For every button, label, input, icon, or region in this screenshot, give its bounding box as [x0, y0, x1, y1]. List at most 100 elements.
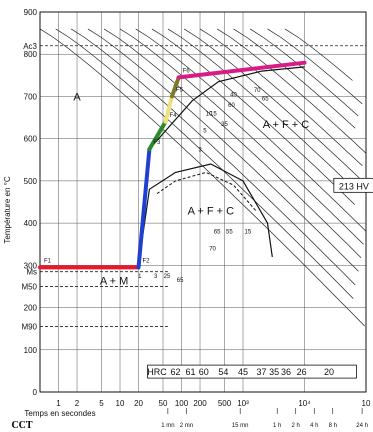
hv-box — [333, 177, 373, 193]
y-tick-label: 300 — [24, 261, 38, 270]
cooling-curve — [249, 28, 359, 117]
time-tick-label: 24 h — [356, 423, 368, 429]
series-label: F1 — [44, 258, 52, 264]
time-tick-label: 1 h — [273, 423, 281, 429]
cooling-curve — [70, 28, 356, 286]
time-tick-label: 8 h — [329, 423, 337, 429]
series-label: F5 — [176, 87, 184, 93]
curve-label: 1 — [138, 274, 142, 280]
cooling-curve — [119, 28, 364, 245]
hrc-value: 37 — [257, 367, 267, 377]
cooling-curve — [55, 28, 354, 299]
hrc-value: 26 — [297, 367, 307, 377]
curve-label: 65 — [262, 97, 269, 103]
hardness-row: HRC 62 61 60 54 45 37 35 36 26 20 213 HV — [147, 177, 373, 379]
hrc-value: 36 — [281, 367, 291, 377]
x-tick-label: 2 — [75, 399, 80, 408]
hrc-value: 45 — [238, 367, 248, 377]
series-F2 — [136, 147, 152, 270]
x-tick-label: 20 — [134, 399, 143, 408]
cooling-curve — [167, 28, 358, 192]
series-F5 — [170, 75, 181, 99]
series-F4 — [163, 94, 174, 124]
curve-label: 70 — [209, 247, 216, 253]
region-label: A — [73, 92, 81, 104]
cooling-curve — [267, 28, 363, 105]
cooling-curve — [135, 28, 366, 232]
x-tick-label: 50 — [159, 399, 168, 408]
x-tick-label: 500 — [218, 399, 232, 408]
x-tick-label: 1 — [56, 399, 61, 408]
bainite-nose — [137, 163, 273, 266]
y-tick-label: 900 — [24, 8, 38, 17]
curve-label: 15 — [210, 111, 217, 117]
x-tick-label: 10 — [362, 399, 371, 408]
hrc-box — [147, 364, 357, 379]
m90-label: M90 — [21, 323, 37, 332]
series-label: F3 — [153, 140, 161, 146]
time-tick-label: 4 h — [310, 423, 318, 429]
curve-label: 15 — [245, 230, 252, 236]
hrc-value: 61 — [185, 367, 195, 377]
hrc-label: HRC — [147, 367, 167, 377]
curve-label: 10 — [206, 111, 213, 117]
curve-label: 65 — [177, 278, 184, 284]
curve-label: 35 — [221, 122, 228, 128]
curve-label: 3 — [198, 147, 202, 153]
curve-label: 25 — [164, 274, 171, 280]
ac3-label: Ac3 — [23, 42, 37, 51]
y-tick-label: 500 — [24, 177, 38, 186]
time-tick-label: 2 h — [292, 423, 300, 429]
x-tick-label: 10³ — [237, 399, 249, 408]
x-tick-label: 200 — [193, 399, 207, 408]
region-label: A + M — [100, 275, 128, 287]
chart-title: CCT — [11, 420, 32, 431]
y-tick-label: 200 — [24, 304, 38, 313]
hrc-value: 60 — [199, 367, 209, 377]
x-tick-label: 5 — [99, 399, 104, 408]
cooling-curves — [39, 28, 367, 327]
cooling-curve — [87, 28, 359, 272]
y-tick-label: 700 — [24, 92, 38, 101]
y-tick-label: 0 — [33, 388, 38, 397]
ms-label: Ms — [26, 268, 37, 277]
series-F6 — [176, 60, 307, 80]
x-axis-label: Temps en secondes — [24, 409, 95, 418]
y-tick-label: 800 — [24, 50, 38, 59]
curve-label: 65 — [214, 230, 221, 236]
y-tick-label: 400 — [24, 219, 38, 228]
x-tick-label: 100 — [175, 399, 189, 408]
series-label: F4 — [170, 113, 178, 119]
x-tick-label: 10 — [116, 399, 125, 408]
grid — [40, 11, 367, 393]
curve-label: 5 — [203, 128, 207, 134]
region-label: A + F + C — [188, 206, 235, 218]
y-marks: Ac3 Ms M50 M90 — [21, 42, 366, 332]
hrc-value: 20 — [324, 367, 334, 377]
y-tick-label: 600 — [24, 135, 38, 144]
cooling-curve — [217, 28, 367, 154]
hrc-value: 62 — [171, 367, 181, 377]
series-F3 — [147, 119, 168, 152]
cooling-curve — [199, 28, 363, 167]
time-tick-label: 1 mn — [161, 423, 174, 429]
cooling-curve — [233, 28, 356, 129]
plot-frame — [39, 11, 367, 393]
y-axis-label: Température en °C — [3, 176, 12, 243]
hrc-value: 54 — [218, 367, 228, 377]
cooling-curve — [183, 28, 361, 179]
y-tick-label: 100 — [24, 346, 38, 355]
hrc-value: 35 — [269, 367, 279, 377]
hv-label: 213 HV — [339, 181, 369, 191]
curve-label: 40 — [230, 92, 237, 98]
curve-label: 60 — [228, 103, 235, 109]
curve-label: 3 — [154, 274, 158, 280]
series: F1 F2 F3 F4 F5 F6 — [38, 60, 307, 270]
regions: A A + F + C A + F + C A + M — [73, 92, 309, 288]
curve-label: 55 — [226, 230, 233, 236]
series-label: F6 — [183, 68, 191, 74]
m50-label: M50 — [21, 282, 37, 291]
